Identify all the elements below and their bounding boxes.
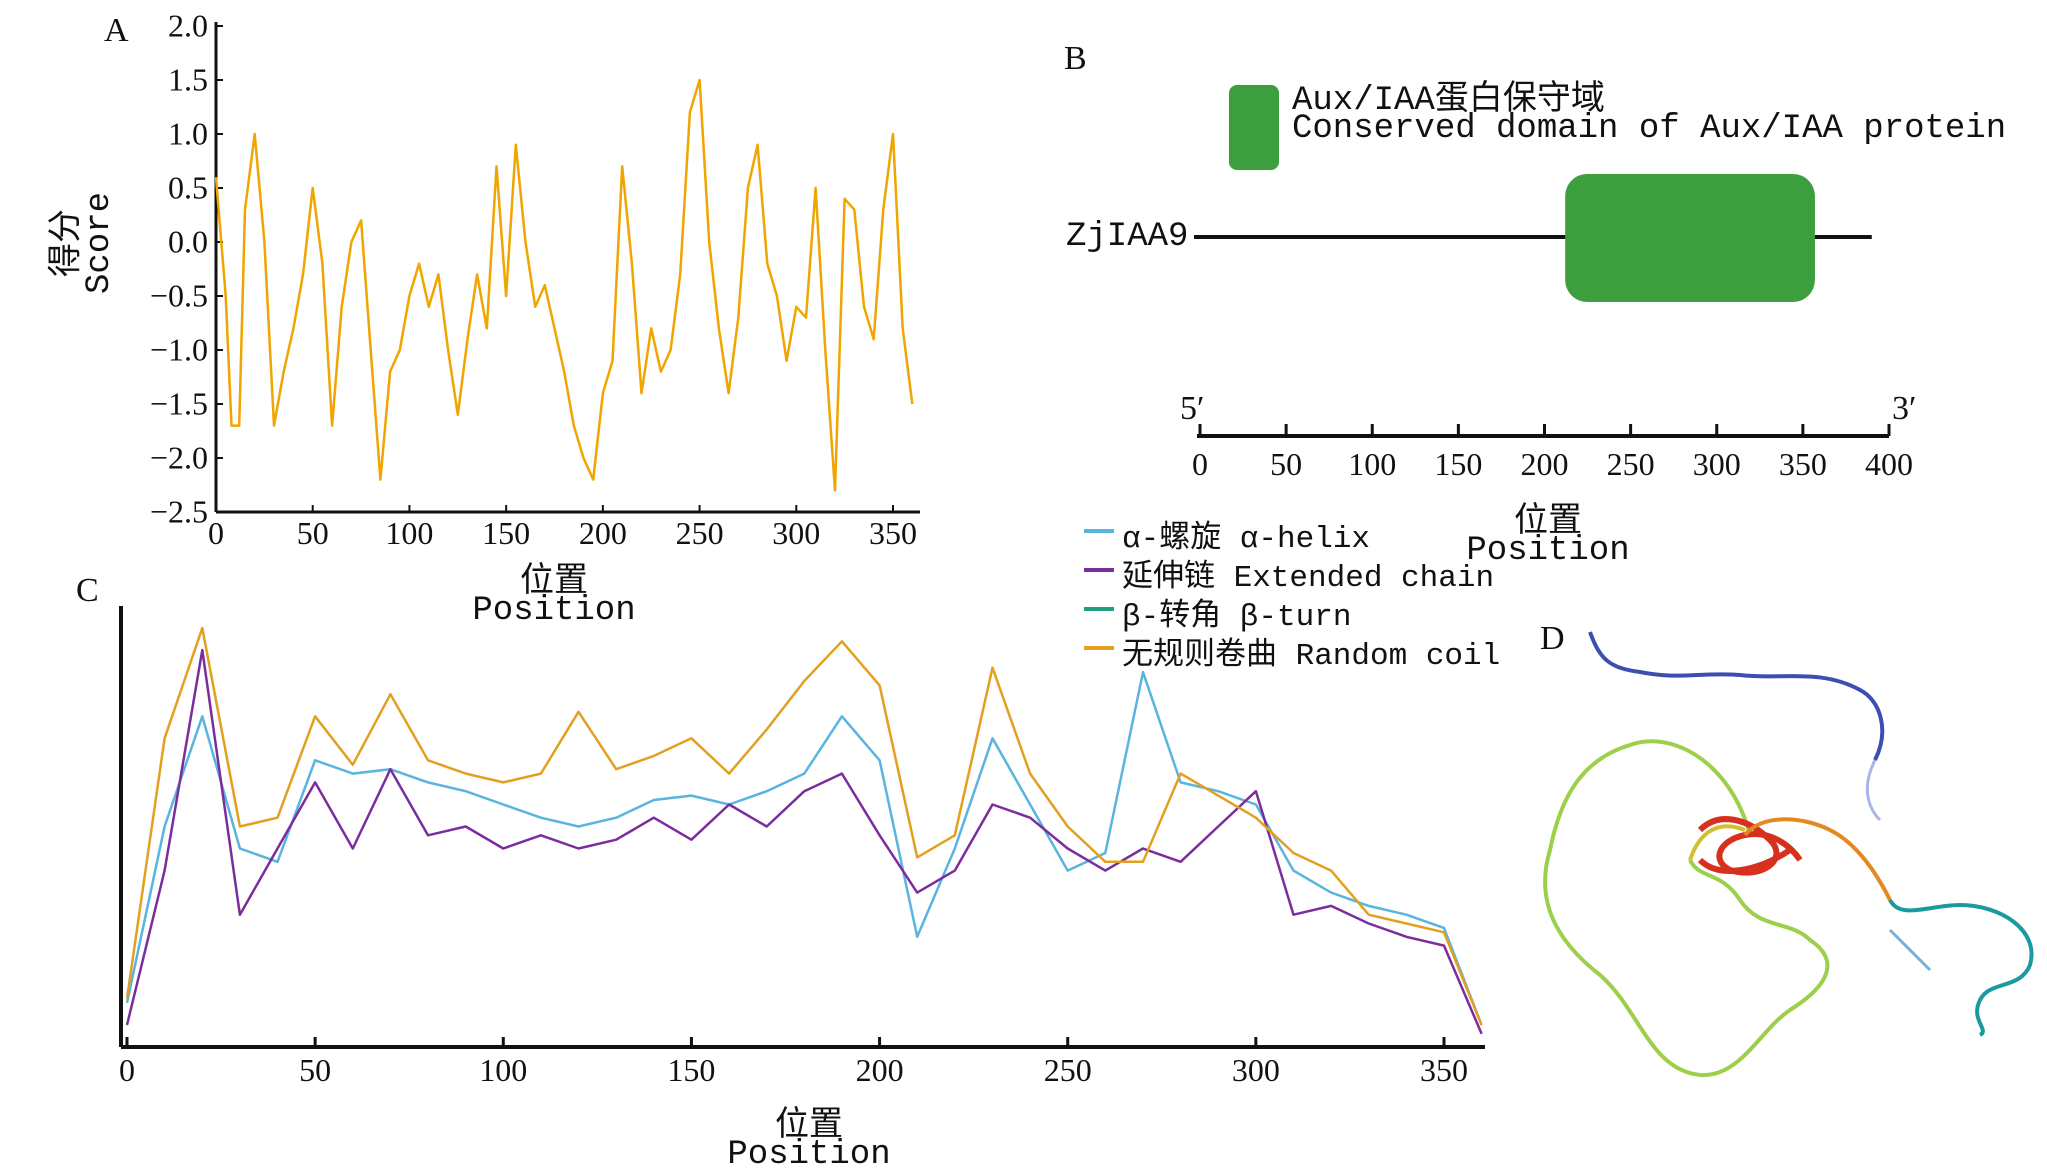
series-line-helix — [125, 670, 1483, 1026]
c-x-title-en: Position — [727, 1136, 891, 1174]
legend-label-helix: α-螺旋 α-helix — [1122, 522, 1371, 557]
series-line-coil — [125, 626, 1483, 1026]
a-x-tick-label: 300 — [772, 515, 821, 551]
b-scale-tick-label: 50 — [1270, 446, 1303, 482]
a-x-tick-label: 50 — [296, 515, 329, 551]
b-x-title-cn: 位置 — [1514, 502, 1582, 539]
structure-yellow-segment — [1688, 824, 1746, 861]
a-x-tick-label: 100 — [385, 515, 434, 551]
domain-legend-en: Conserved domain of Aux/IAA protein — [1292, 110, 2007, 148]
c-x-tick-label: 350 — [1420, 1052, 1468, 1088]
b-scale-tick-label: 0 — [1192, 446, 1208, 482]
legend-swatch-extended — [1084, 568, 1114, 572]
structure-c-terminus — [1888, 898, 2034, 1037]
a-x-title-cn: 位置 — [520, 562, 588, 599]
b-scale-tick-label: 400 — [1865, 446, 1913, 482]
a-x-title-en: Position — [472, 592, 636, 630]
c-x-tick-label: 250 — [1043, 1052, 1092, 1088]
c-x-tick-label: 50 — [299, 1052, 332, 1088]
a-y-tick-label: −0.5 — [149, 277, 208, 314]
b-scale-tick-label: 350 — [1778, 446, 1827, 482]
legend-swatch-turn — [1084, 607, 1114, 611]
b-scale-tick-label: 100 — [1348, 446, 1397, 482]
domain-legend-cn: Aux/IAA蛋白保守域 — [1292, 82, 1605, 120]
a-y-tick-label: −2.5 — [149, 493, 208, 530]
a-x-tick-label: 200 — [578, 515, 627, 551]
end-3-label: 3′ — [1892, 390, 1917, 427]
b-scale-tick-label: 200 — [1520, 446, 1569, 482]
c-x-tick-label: 200 — [855, 1052, 904, 1088]
a-y-tick-label: 0.5 — [168, 169, 208, 206]
legend-label-extended: 延伸链 Extended chain — [1122, 561, 1495, 596]
legend-swatch-helix — [1084, 529, 1114, 533]
structure-core-helix — [1697, 816, 1803, 876]
c-x-title-cn: 位置 — [775, 1106, 843, 1143]
y-axis-title-en: Score — [81, 191, 119, 295]
series-line-extended — [125, 648, 1483, 1035]
a-x-tick-label: 0 — [208, 515, 224, 551]
a-y-tick-label: −1.0 — [149, 331, 208, 368]
a-y-tick-label: −1.5 — [149, 385, 208, 422]
a-x-tick-label: 250 — [675, 515, 724, 551]
c-x-tick-label: 300 — [1231, 1052, 1280, 1088]
legend-swatch-coil — [1084, 646, 1114, 650]
domain-legend-swatch — [1229, 85, 1279, 170]
y-axis-title-cn: 得分 — [47, 209, 85, 277]
a-x-tick-label: 150 — [482, 515, 531, 551]
a-y-tick-label: 1.0 — [168, 115, 208, 152]
structure-loop — [1865, 759, 1882, 822]
a-y-tick-label: −2.0 — [149, 439, 208, 476]
structure-green-loop — [1543, 739, 1830, 1078]
hydrophobicity-line — [214, 78, 914, 492]
b-x-title-en: Position — [1466, 532, 1630, 570]
b-scale-tick-label: 150 — [1434, 446, 1483, 482]
a-y-tick-label: 2.0 — [168, 7, 208, 44]
c-x-tick-label: 100 — [479, 1052, 528, 1088]
c-x-tick-label: 150 — [667, 1052, 716, 1088]
protein-name: ZjIAA9 — [1066, 218, 1189, 256]
legend-label-turn: β-转角 β-turn — [1122, 600, 1352, 635]
panel-label-a: A — [104, 12, 129, 49]
panel-label-c: C — [76, 572, 99, 609]
end-5-label: 5′ — [1180, 390, 1205, 427]
c-x-tick-label: 0 — [119, 1052, 135, 1088]
legend-label-coil: 无规则卷曲 Random coil — [1122, 639, 1501, 674]
structure-orange-segment — [1743, 817, 1892, 901]
b-scale-tick-label: 300 — [1692, 446, 1741, 482]
structure-c-loop — [1888, 928, 1932, 972]
structure-n-terminus — [1588, 631, 1885, 761]
a-y-tick-label: 1.5 — [168, 61, 208, 98]
panel-label-b: B — [1064, 40, 1087, 77]
a-y-tick-label: 0.0 — [168, 223, 208, 260]
b-scale-tick-label: 250 — [1606, 446, 1655, 482]
panel-label-d: D — [1540, 620, 1565, 657]
a-x-tick-label: 350 — [869, 515, 917, 551]
conserved-domain-box — [1565, 174, 1815, 302]
